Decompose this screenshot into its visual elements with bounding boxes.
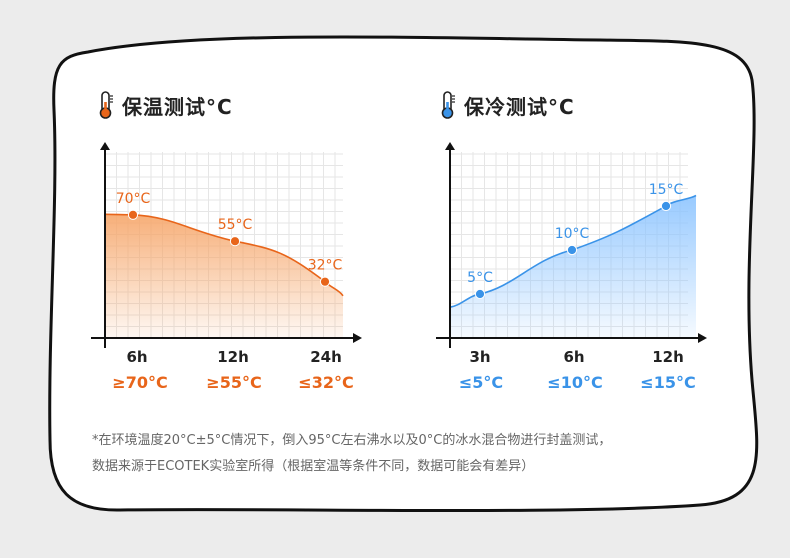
footnote-line-1: *在环境温度20°C±5°C情况下，倒入95°C左右沸水以及0°C的冰水混合物进…: [92, 433, 612, 448]
cold-x-tick-3: 12h: [652, 348, 684, 366]
warm-result-1: ≥70°C: [112, 373, 168, 392]
warm-point-1: [127, 209, 139, 220]
cold-data-label-2: 10°C: [555, 226, 590, 242]
cold-title-text: 保冷测试°C: [464, 94, 575, 119]
cold-x-arrow: [698, 333, 707, 343]
cold-point-1: [474, 288, 486, 300]
warm-x-arrow: [353, 333, 362, 343]
warm-point-3: [319, 276, 331, 287]
warm-data-label-1: 70°C: [116, 191, 151, 207]
footnote-line-2: 数据来源于ECOTEK实验室所得（根据室温等条件不同，数据可能会有差异）: [92, 459, 535, 474]
warm-data-label-3: 32°C: [308, 258, 343, 274]
cold-area: [450, 195, 696, 338]
cold-x-tick-1: 3h: [469, 348, 490, 366]
thermometer-warm-icon: [99, 91, 113, 119]
cold-panel-title: 保冷测试°C: [440, 88, 575, 122]
cold-result-3: ≤15°C: [640, 373, 696, 392]
warm-x-tick-1: 6h: [126, 348, 147, 366]
cold-data-label-1: 5°C: [467, 270, 493, 286]
warm-y-arrow: [100, 142, 110, 150]
warm-chart: 70°C 55°C 32°C 6h 12h 24h: [91, 142, 362, 366]
warm-result-3: ≤32°C: [298, 373, 354, 392]
warm-title-text: 保温测试°C: [122, 94, 233, 119]
warm-point-2: [229, 236, 241, 247]
warm-x-tick-2: 12h: [217, 348, 249, 366]
warm-data-label-2: 55°C: [218, 217, 253, 233]
cold-y-arrow: [445, 142, 455, 150]
cold-chart: 5°C 10°C 15°C 3h 6h 12h: [436, 142, 707, 366]
warm-area: [105, 214, 343, 338]
footnote: *在环境温度20°C±5°C情况下，倒入95°C左右沸水以及0°C的冰水混合物进…: [92, 428, 732, 480]
warm-panel-title: 保温测试°C: [98, 88, 233, 122]
cold-point-2: [566, 244, 578, 256]
cold-result-2: ≤10°C: [547, 373, 603, 392]
cold-result-1: ≤5°C: [458, 373, 504, 392]
cold-data-label-3: 15°C: [649, 182, 684, 198]
cold-x-tick-2: 6h: [563, 348, 584, 366]
warm-result-2: ≥55°C: [206, 373, 262, 392]
thermometer-cold-icon: [441, 91, 455, 119]
cold-point-3: [660, 200, 672, 212]
warm-x-tick-3: 24h: [310, 348, 342, 366]
